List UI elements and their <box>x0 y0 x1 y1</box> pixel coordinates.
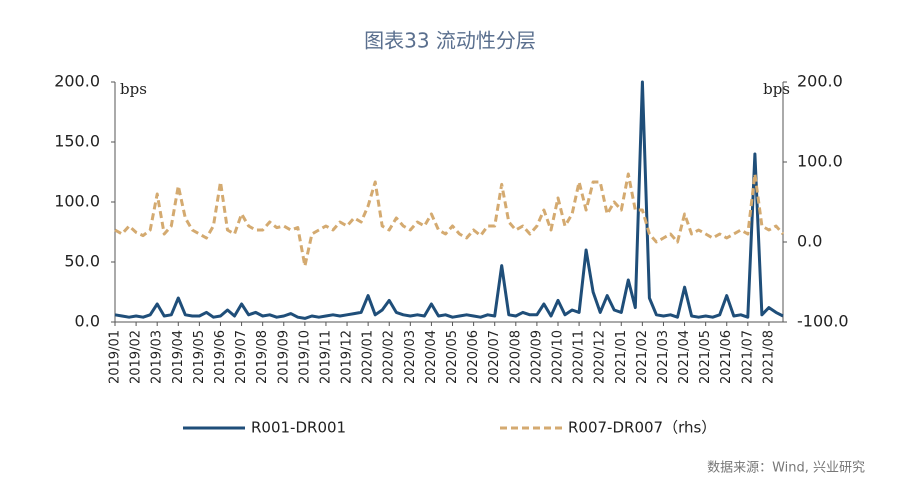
x-tick-label: 2020/05 <box>445 330 460 384</box>
x-tick-label: 2021/02 <box>635 330 650 384</box>
x-tick-label: 2019/04 <box>171 330 186 384</box>
y-tick-label: 150.0 <box>54 132 100 151</box>
source-note: 数据来源：Wind, 兴业研究 <box>707 461 865 476</box>
y2-axis-unit: bps <box>763 80 790 98</box>
x-tick-label: 2020/04 <box>424 330 439 384</box>
x-tick-label: 2021/05 <box>698 330 713 384</box>
x-tick-label: 2021/04 <box>677 330 692 384</box>
y2-tick-label: 100.0 <box>797 152 843 171</box>
x-tick-label: 2019/09 <box>276 330 291 384</box>
chart-title: 图表33 流动性分层 <box>364 29 536 53</box>
x-tick-label: 2019/05 <box>192 330 207 384</box>
x-tick-label: 2020/10 <box>550 330 565 384</box>
series-line <box>114 80 784 320</box>
x-tick-label: 2021/08 <box>761 330 776 384</box>
x-tick-label: 2019/06 <box>213 330 228 384</box>
y2-tick-label: 0.0 <box>797 232 822 251</box>
x-tick-label: 2020/06 <box>466 330 481 384</box>
x-tick-label: 2020/11 <box>572 330 587 384</box>
x-tick-label: 2021/06 <box>719 330 734 384</box>
x-tick-label: 2019/12 <box>340 330 355 384</box>
x-tick-label: 2020/12 <box>593 330 608 384</box>
x-tick-label: 2019/03 <box>150 330 165 384</box>
y-tick-label: 100.0 <box>54 192 100 211</box>
y-tick-label: 50.0 <box>64 252 100 271</box>
x-tick-label: 2021/07 <box>740 330 755 384</box>
x-tick-label: 2020/08 <box>508 330 523 384</box>
x-tick-label: 2019/07 <box>234 330 249 384</box>
x-tick-label: 2020/07 <box>487 330 502 384</box>
x-tick-label: 2021/03 <box>656 330 671 384</box>
x-tick-label: 2020/02 <box>382 330 397 384</box>
x-tick-label: 2019/11 <box>318 330 333 384</box>
series-line <box>114 172 785 268</box>
x-tick-label: 2021/01 <box>614 330 629 384</box>
y2-tick-label: 200.0 <box>797 72 843 91</box>
x-tick-label: 2020/01 <box>361 330 376 384</box>
y2-tick-label: -100.0 <box>797 312 849 331</box>
y-axis-unit: bps <box>120 80 147 98</box>
legend-label: R001-DR001 <box>251 419 346 437</box>
x-tick-label: 2019/01 <box>108 330 123 384</box>
x-tick-label: 2019/08 <box>255 330 270 384</box>
legend-label: R007-DR007（rhs） <box>568 419 716 437</box>
y-tick-label: 200.0 <box>54 72 100 91</box>
x-tick-label: 2019/02 <box>129 330 144 384</box>
x-tick-label: 2019/10 <box>297 330 312 384</box>
y-tick-label: 0.0 <box>75 312 100 331</box>
x-tick-label: 2020/09 <box>529 330 544 384</box>
x-tick-label: 2020/03 <box>403 330 418 384</box>
